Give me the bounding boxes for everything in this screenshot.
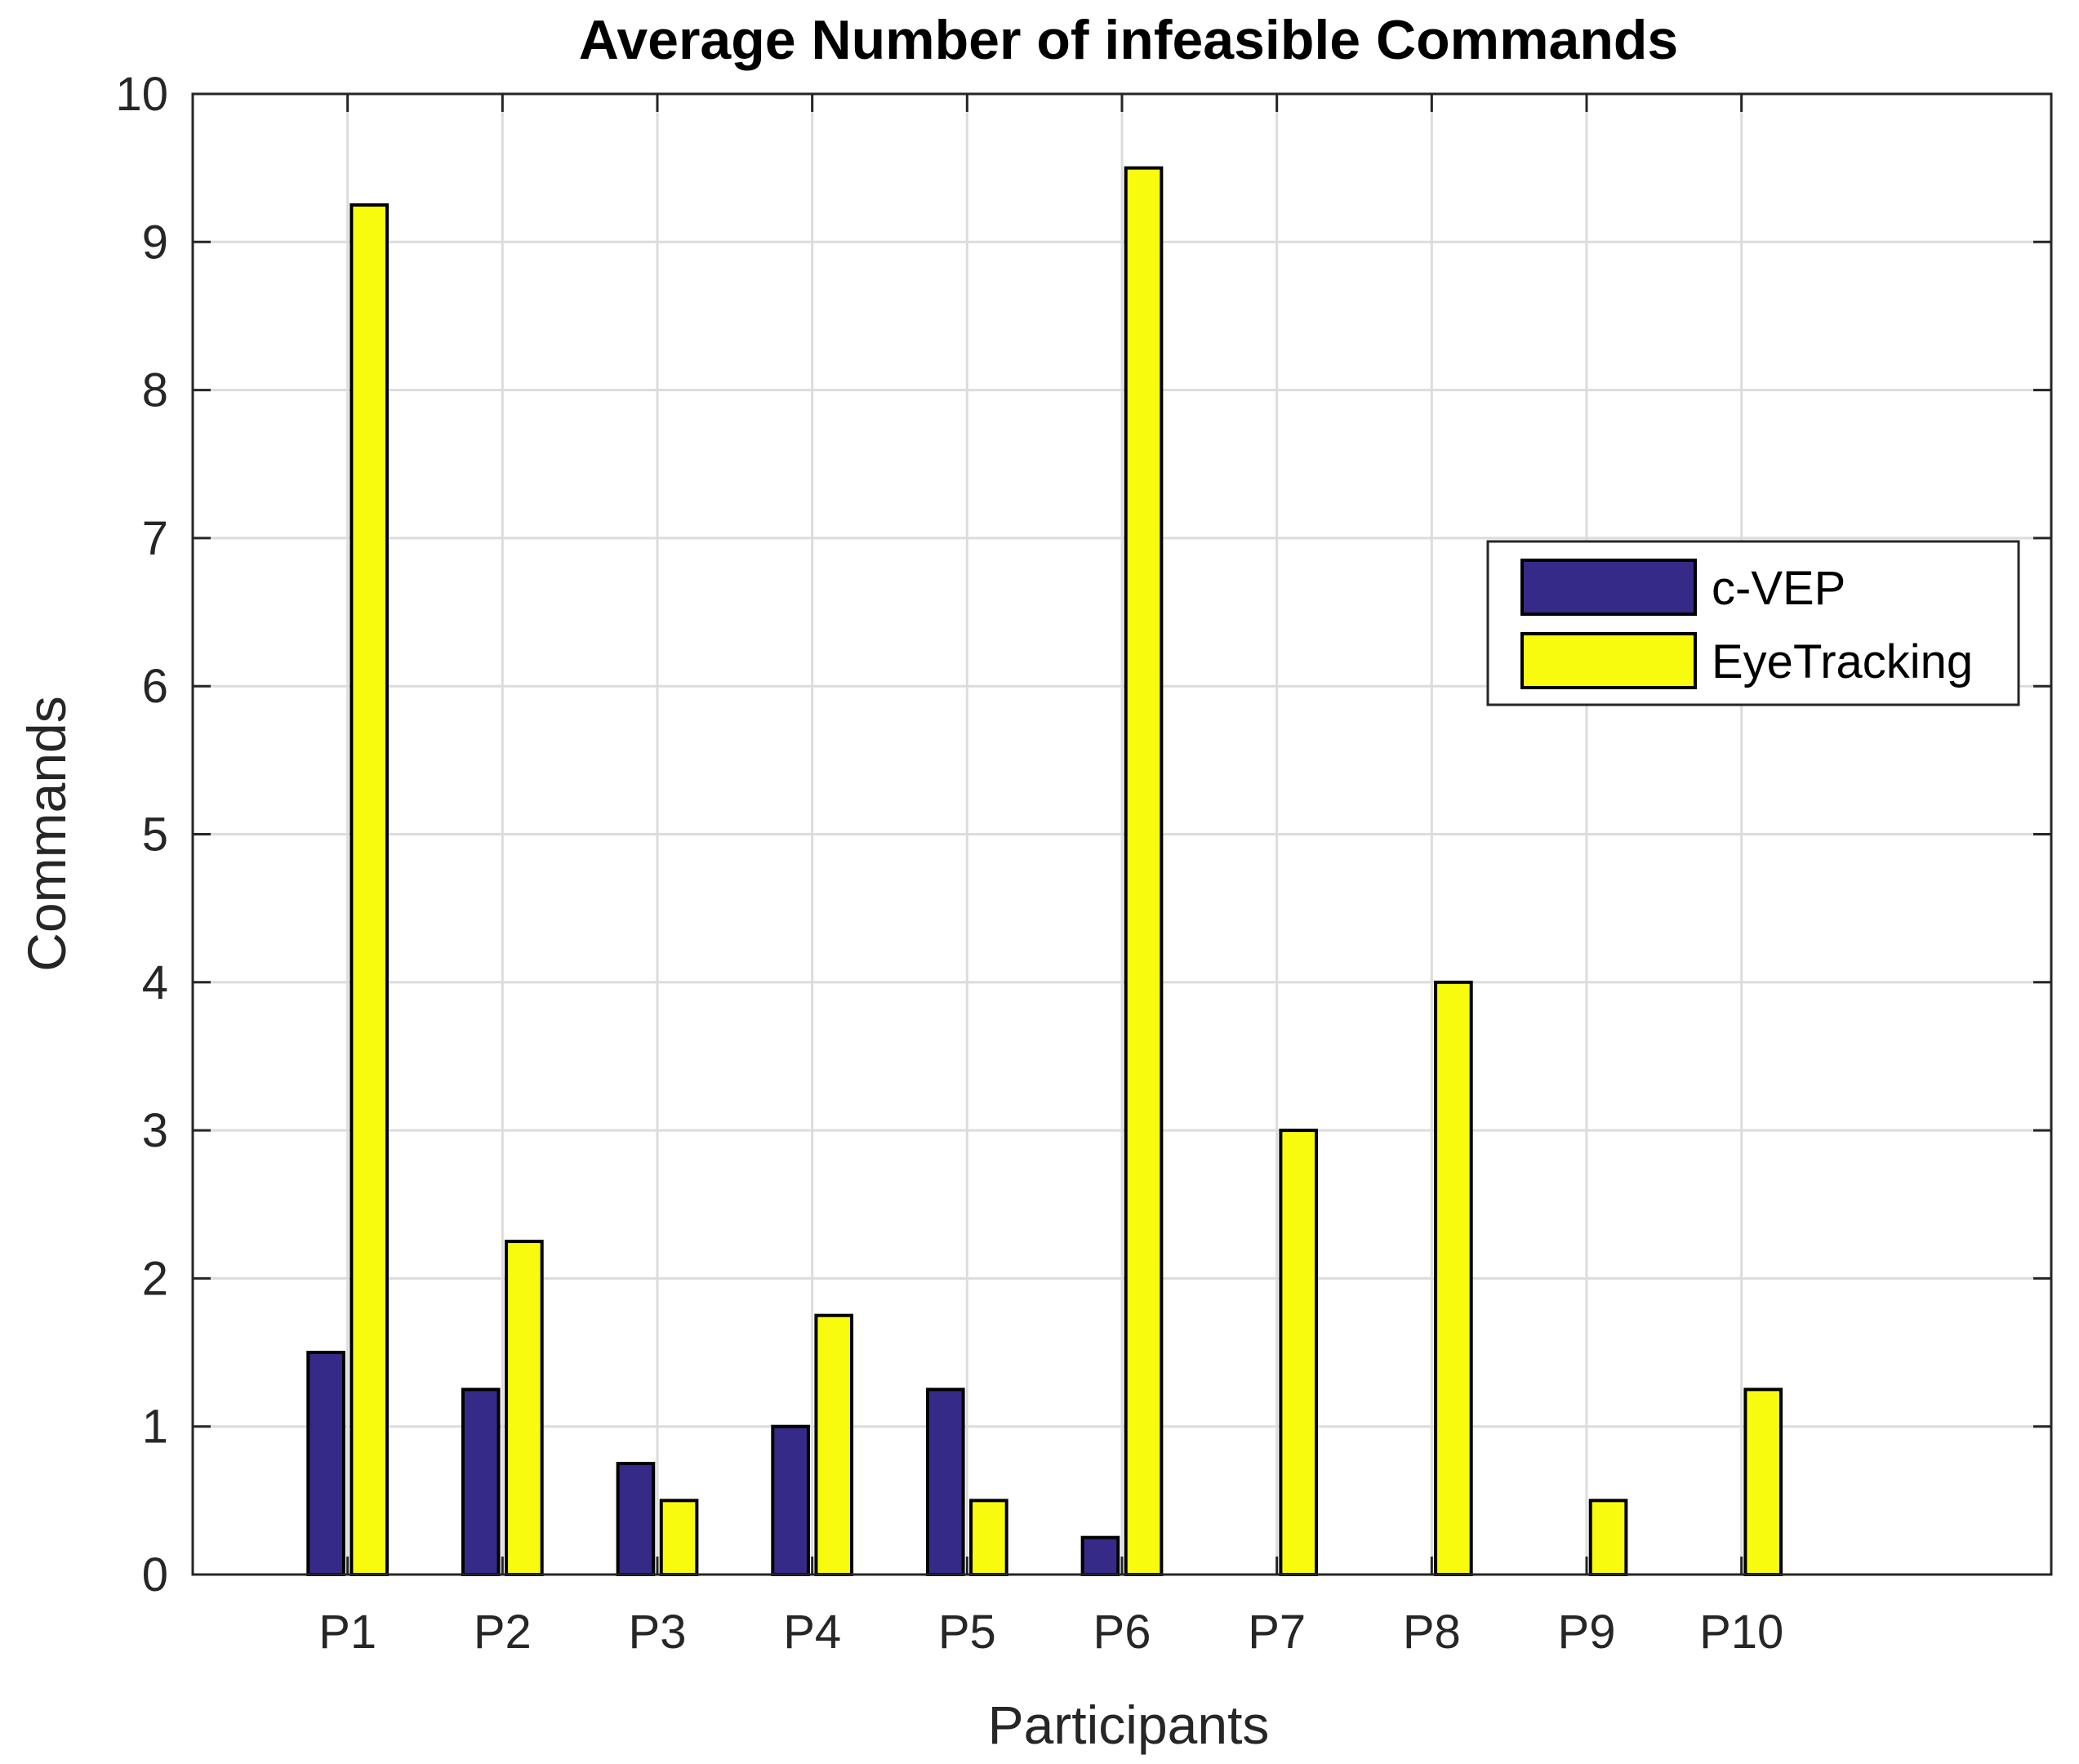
legend-label-c-vep: c-VEP (1712, 562, 1845, 615)
bar-eyetracking-p3 (659, 1499, 699, 1576)
bar-eyetracking-p7 (1279, 1129, 1319, 1576)
bar-c-vep-p6 (1080, 1535, 1120, 1577)
bar-c-vep-p5 (925, 1388, 965, 1576)
x-tick-labels: P1 P2 P3 P4 P5 P6 P7 P8 P9 P10 (318, 1606, 1783, 1659)
bar-eyetracking-p6 (1124, 166, 1164, 1576)
y-tick-label: 1 (142, 1401, 168, 1454)
x-tick-label: P5 (938, 1606, 996, 1659)
x-tick-label: P1 (318, 1606, 376, 1659)
x-tick-label: P2 (474, 1606, 532, 1659)
tick-marks (193, 92, 2051, 1576)
x-axis-label: Participants (988, 1695, 1270, 1755)
x-tick-label: P10 (1699, 1606, 1783, 1659)
bar-eyetracking-p10 (1743, 1388, 1783, 1576)
y-tick-label: 9 (142, 216, 168, 269)
x-tick-label: P3 (629, 1606, 687, 1659)
bar-eyetracking-p2 (505, 1240, 544, 1576)
y-tick-label: 5 (142, 808, 168, 862)
y-tick-label: 3 (142, 1104, 168, 1157)
legend-swatch-eyetracking (1520, 632, 1697, 689)
legend-swatch-c-vep (1520, 559, 1697, 616)
legend: c-VEP EyeTracking (1486, 540, 2020, 706)
bar-eyetracking-p1 (349, 203, 390, 1577)
x-tick-label: P8 (1403, 1606, 1461, 1659)
bar-c-vep-p1 (306, 1351, 345, 1577)
x-tick-label: P6 (1093, 1606, 1151, 1659)
y-tick-labels: 0 1 2 3 4 5 6 7 8 9 10 (115, 68, 168, 1601)
y-axis-label: Commands (16, 696, 77, 971)
x-tick-label: P7 (1248, 1606, 1306, 1659)
bar-c-vep-p2 (461, 1388, 501, 1576)
y-tick-label: 10 (115, 68, 168, 121)
legend-label-eyetracking: EyeTracking (1712, 635, 1973, 688)
y-tick-label: 2 (142, 1252, 168, 1305)
chart-title: Average Number of infeasible Commands (579, 9, 1679, 71)
bar-eyetracking-p8 (1434, 980, 1473, 1577)
bar-eyetracking-p4 (814, 1313, 854, 1576)
y-tick-label: 4 (142, 956, 168, 1009)
y-tick-label: 0 (142, 1548, 168, 1601)
x-tick-label: P9 (1558, 1606, 1616, 1659)
bar-eyetracking-p9 (1588, 1499, 1628, 1576)
y-tick-label: 6 (142, 660, 168, 713)
bar-eyetracking-p5 (969, 1499, 1008, 1576)
bar-c-vep-p4 (771, 1424, 810, 1576)
bar-c-vep-p3 (616, 1462, 656, 1577)
y-tick-label: 8 (142, 364, 168, 417)
y-tick-label: 7 (142, 512, 168, 565)
x-tick-label: P4 (783, 1606, 841, 1659)
bars (306, 166, 1783, 1577)
